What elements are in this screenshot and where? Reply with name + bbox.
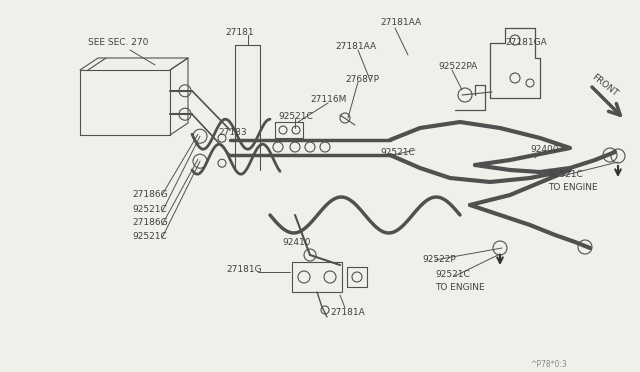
- Bar: [292, 262, 342, 292]
- Text: FRONT: FRONT: [590, 72, 620, 98]
- Text: 92410: 92410: [282, 238, 310, 247]
- Text: 27181GA: 27181GA: [505, 38, 547, 47]
- Text: 27116M: 27116M: [310, 95, 346, 104]
- Bar: [347, 267, 367, 287]
- Text: 92521C: 92521C: [132, 232, 167, 241]
- Text: 92522PA: 92522PA: [438, 62, 477, 71]
- Text: 92522P: 92522P: [422, 255, 456, 264]
- Text: 27186G: 27186G: [132, 218, 168, 227]
- Text: TO ENGINE: TO ENGINE: [435, 283, 484, 292]
- Text: TO ENGINE: TO ENGINE: [548, 183, 598, 192]
- Text: 27183: 27183: [218, 128, 246, 137]
- Text: 27181G: 27181G: [226, 265, 262, 274]
- Text: 27186G: 27186G: [132, 190, 168, 199]
- Text: SEE SEC. 270: SEE SEC. 270: [88, 38, 148, 47]
- Text: 27181: 27181: [225, 28, 253, 37]
- Text: 92521C: 92521C: [380, 148, 415, 157]
- Bar: [275, 122, 303, 138]
- Text: 27181AA: 27181AA: [335, 42, 376, 51]
- Text: 92521C: 92521C: [278, 112, 313, 121]
- Text: 27181A: 27181A: [330, 308, 365, 317]
- Text: 92521C: 92521C: [132, 205, 167, 214]
- Text: 27687P: 27687P: [345, 75, 379, 84]
- Text: 92400: 92400: [530, 145, 559, 154]
- Text: 92521C: 92521C: [435, 270, 470, 279]
- Text: 92521C: 92521C: [548, 170, 583, 179]
- Text: 27181AA: 27181AA: [380, 18, 421, 27]
- Text: ^P78*0:3: ^P78*0:3: [530, 360, 567, 369]
